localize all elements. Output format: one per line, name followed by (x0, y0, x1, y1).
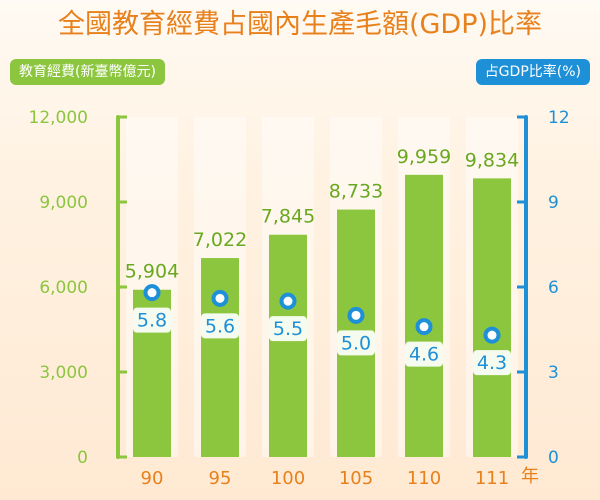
bar (201, 258, 239, 457)
x-tick-label: 105 (339, 468, 373, 489)
rate-label-background (201, 313, 239, 339)
x-tick-label: 111 (475, 468, 509, 489)
rate-value-label: 5.5 (273, 318, 303, 340)
right-tick-label: 9 (548, 193, 559, 213)
left-tick-label: 12,000 (29, 108, 88, 128)
chart-title: 全國教育經費占國內生產毛額(GDP)比率 (57, 9, 543, 40)
rate-label-background (269, 316, 307, 342)
rate-value-label: 4.3 (477, 352, 507, 374)
x-tick-label: 100 (271, 468, 305, 489)
right-tick-label: 0 (548, 448, 559, 468)
rate-label-background (473, 350, 511, 376)
bar (269, 234, 307, 457)
rate-point (143, 284, 161, 302)
right-tick-label: 12 (548, 108, 570, 128)
right-tick-label: 6 (548, 278, 559, 298)
right-axis-legend-label: 占GDP比率(%) (475, 59, 590, 85)
x-tick-label: 95 (209, 468, 232, 489)
x-tick-label: 110 (407, 468, 441, 489)
x-axis-unit-label: 年 (521, 466, 539, 487)
rate-point (211, 289, 229, 307)
bar-value-label: 9,959 (397, 146, 451, 168)
rate-point (347, 306, 365, 324)
rate-value-label: 4.6 (409, 344, 439, 366)
bar-value-label: 7,022 (193, 229, 247, 251)
rate-value-label: 5.0 (341, 332, 371, 354)
bar-value-label: 8,733 (329, 181, 383, 203)
left-tick-label: 6,000 (39, 278, 88, 298)
x-tick-label: 90 (141, 468, 164, 489)
left-tick-label: 9,000 (39, 193, 88, 213)
bar-value-label: 9,834 (465, 149, 519, 171)
rate-point (279, 292, 297, 310)
left-tick-label: 0 (77, 448, 88, 468)
rate-point (415, 318, 433, 336)
right-tick-label: 3 (548, 363, 559, 383)
rate-point (483, 326, 501, 344)
rate-label-background (405, 341, 443, 367)
left-tick-label: 3,000 (39, 363, 88, 383)
rate-label-background (337, 330, 375, 356)
rate-value-label: 5.8 (137, 310, 167, 332)
bar (405, 174, 443, 457)
bar (473, 178, 511, 457)
bar-value-label: 5,904 (125, 261, 179, 283)
rate-value-label: 5.6 (205, 315, 235, 337)
left-axis-legend-label: 教育經費(新臺幣億元) (10, 59, 165, 85)
bar-value-label: 7,845 (261, 206, 315, 228)
rate-label-background (133, 307, 171, 333)
